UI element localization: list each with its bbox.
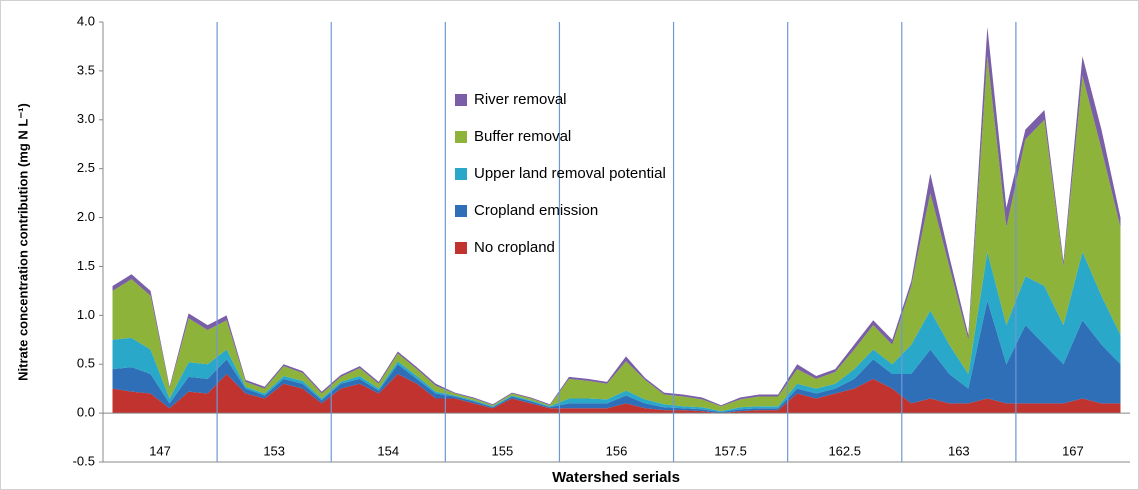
- x-tick-label: 157.5: [714, 443, 747, 458]
- y-axis-label: Nitrate concentration contribution (mg N…: [15, 103, 30, 381]
- legend-label: River removal: [474, 91, 567, 108]
- y-tick-label: 0.0: [77, 405, 95, 420]
- legend-label: Buffer removal: [474, 128, 571, 145]
- y-tick-label: 0.5: [77, 356, 95, 371]
- x-axis-label: Watershed serials: [552, 469, 680, 486]
- y-tick-label: 2.5: [77, 160, 95, 175]
- x-tick-label: 153: [263, 443, 285, 458]
- x-tick-label: 162.5: [828, 443, 861, 458]
- legend-swatch: [455, 131, 467, 143]
- y-tick-label: 3.5: [77, 62, 95, 77]
- y-tick-label: -0.5: [73, 453, 95, 468]
- x-tick-label: 147: [149, 443, 171, 458]
- y-tick-label: 1.0: [77, 307, 95, 322]
- area: [112, 300, 1121, 414]
- legend-swatch: [455, 205, 467, 217]
- y-tick-label: 4.0: [77, 13, 95, 28]
- area: [112, 374, 1121, 414]
- x-tick-label: 155: [492, 443, 514, 458]
- y-tick-label: 3.0: [77, 111, 95, 126]
- legend-label: Upper land removal potential: [474, 165, 666, 182]
- x-tick-label: 167: [1062, 443, 1084, 458]
- legend-swatch: [455, 94, 467, 106]
- x-tick-label: 156: [606, 443, 628, 458]
- legend-label: No cropland: [474, 239, 555, 256]
- x-tick-label: 154: [377, 443, 399, 458]
- legend-swatch: [455, 168, 467, 180]
- y-tick-label: 1.5: [77, 258, 95, 273]
- legend-swatch: [455, 242, 467, 254]
- area: [112, 251, 1121, 413]
- y-tick-label: 2.0: [77, 209, 95, 224]
- legend-label: Cropland emission: [474, 202, 598, 219]
- x-tick-label: 163: [948, 443, 970, 458]
